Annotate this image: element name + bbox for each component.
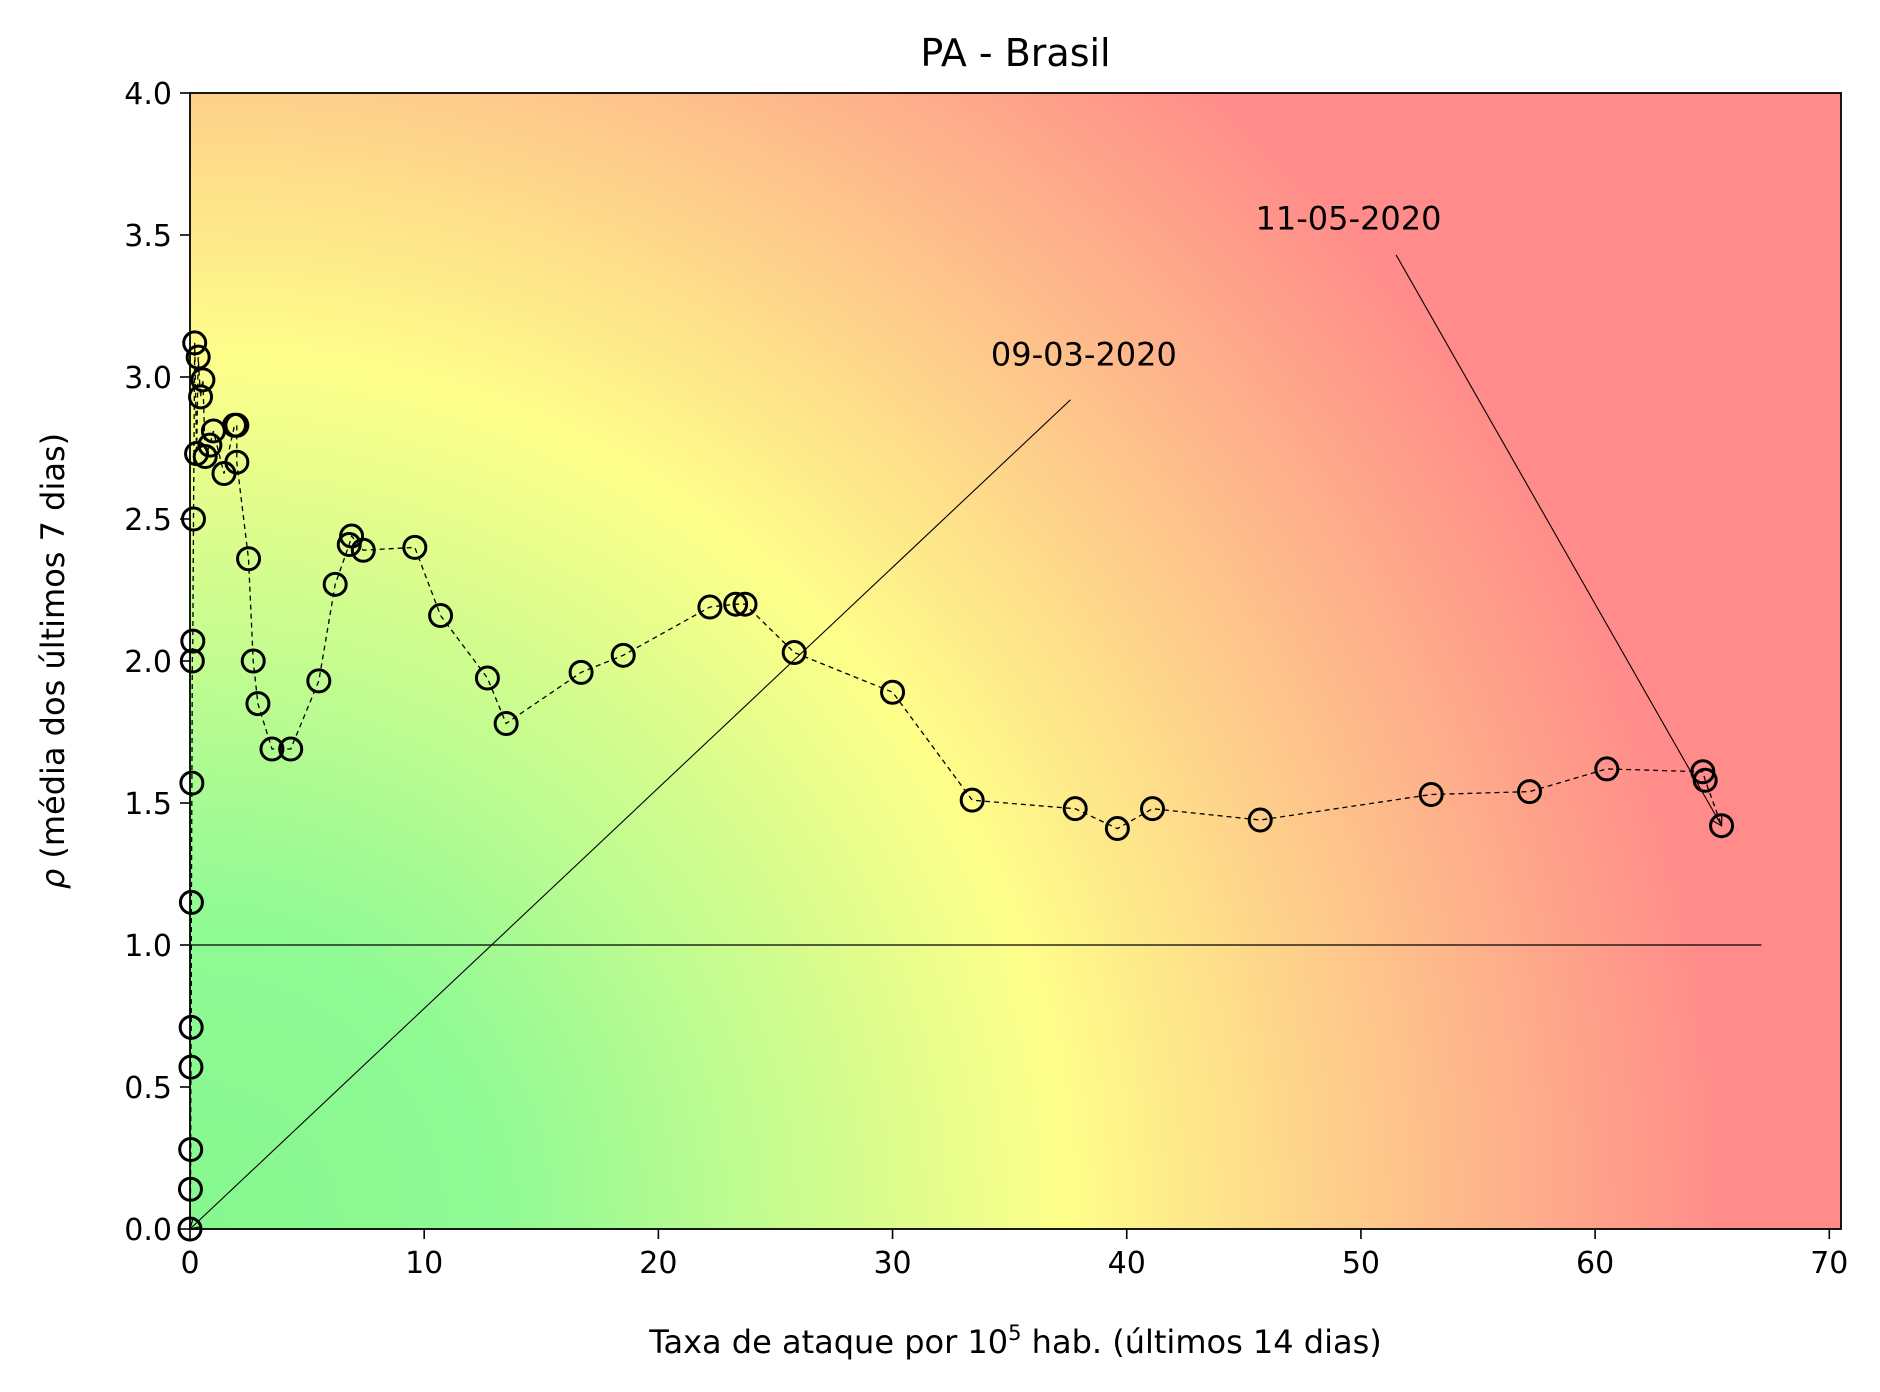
data-point: [240, 648, 266, 674]
y-axis-title-symbol: ρ: [34, 869, 72, 889]
data-point: [190, 367, 216, 393]
data-point: [322, 571, 348, 597]
data-point: [428, 603, 454, 629]
x-tick-label: 20: [639, 1246, 677, 1281]
data-point: [723, 591, 749, 617]
annotation-label: 09-03-2020: [991, 336, 1177, 374]
data-point: [182, 330, 208, 356]
annotation-arrows: [190, 254, 1722, 1229]
data-points: [177, 330, 1735, 1242]
x-tick-label: 10: [405, 1246, 443, 1281]
data-point: [306, 668, 332, 694]
annotation-label: 11-05-2020: [1256, 199, 1442, 237]
annotation-arrow: [1395, 254, 1722, 826]
y-tick-label: 2.5: [124, 503, 172, 538]
x-tick-label: 70: [1810, 1246, 1848, 1281]
data-point: [402, 534, 428, 560]
y-tick-label: 4.0: [124, 77, 172, 112]
x-tick-label: 40: [1108, 1246, 1146, 1281]
y-axis-title: ρ (média dos últimos 7 dias): [34, 433, 72, 889]
data-point: [1139, 796, 1165, 822]
x-axis: 0 10 20 30 40 50 60 70: [180, 1229, 1848, 1281]
data-point: [1594, 756, 1620, 782]
data-point: [179, 770, 205, 796]
x-tick-label: 30: [873, 1246, 911, 1281]
annotation-arrow: [190, 399, 1071, 1229]
data-point: [350, 537, 376, 563]
y-tick-label: 2.0: [124, 645, 172, 680]
data-point: [1104, 816, 1130, 842]
data-point: [959, 787, 985, 813]
x-axis-title-prefix: Taxa de ataque por 10: [648, 1323, 1008, 1361]
series-line: [189, 342, 1723, 1230]
data-point: [178, 889, 204, 915]
x-axis-title-suffix: hab. (últimos 14 dias): [1022, 1323, 1382, 1361]
y-axis: 0.0 0.5 1.0 1.5 2.0 2.5 3.0 3.5 4.0: [124, 77, 190, 1248]
data-point: [1247, 807, 1273, 833]
annotation-labels: 09-03-2020 11-05-2020: [991, 199, 1442, 373]
data-point: [178, 1014, 204, 1040]
series-dashed-line: [189, 342, 1723, 1230]
data-point: [568, 659, 594, 685]
data-point: [1517, 779, 1543, 805]
data-point: [1709, 813, 1735, 839]
y-tick-label: 0.0: [124, 1213, 172, 1248]
x-axis-title: Taxa de ataque por 105 hab. (últimos 14 …: [648, 1321, 1382, 1361]
y-tick-label: 0.5: [124, 1071, 172, 1106]
y-tick-label: 1.0: [124, 929, 172, 964]
data-point: [697, 594, 723, 620]
data-point: [192, 444, 218, 470]
data-point: [224, 449, 250, 475]
data-point: [610, 642, 636, 668]
data-point: [245, 691, 271, 717]
data-point: [732, 591, 758, 617]
data-point: [1692, 767, 1718, 793]
data-point: [1418, 781, 1444, 807]
data-point: [197, 432, 223, 458]
y-tick-label: 1.5: [124, 787, 172, 822]
data-point: [224, 412, 250, 438]
y-tick-label: 3.0: [124, 361, 172, 396]
plot-background: [190, 93, 1841, 1229]
data-point: [236, 546, 262, 572]
data-point: [259, 736, 285, 762]
data-point: [278, 736, 304, 762]
data-point: [178, 1054, 204, 1080]
data-point: [1062, 796, 1088, 822]
x-tick-label: 60: [1576, 1246, 1614, 1281]
y-axis-title-text: (média dos últimos 7 dias): [34, 433, 72, 869]
data-point: [493, 710, 519, 736]
data-point: [474, 665, 500, 691]
data-point: [180, 628, 206, 654]
x-tick-label: 0: [180, 1246, 199, 1281]
x-axis-title-superscript: 5: [1008, 1321, 1021, 1345]
chart-title: PA - Brasil: [920, 31, 1110, 75]
x-tick-label: 50: [1342, 1246, 1380, 1281]
data-point: [781, 639, 807, 665]
data-point: [880, 679, 906, 705]
data-point: [185, 344, 211, 370]
y-tick-label: 3.5: [124, 219, 172, 254]
